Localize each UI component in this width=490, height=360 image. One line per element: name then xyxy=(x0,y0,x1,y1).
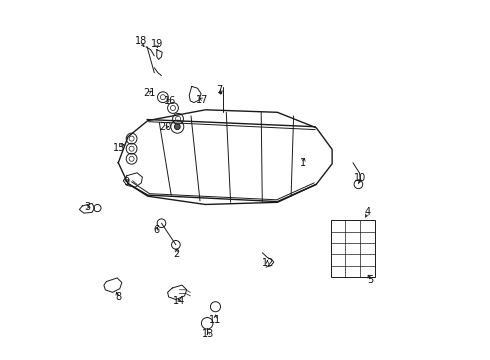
Text: 2: 2 xyxy=(173,249,180,259)
Text: 17: 17 xyxy=(196,95,209,105)
Text: 12: 12 xyxy=(262,258,274,268)
Text: 11: 11 xyxy=(209,315,221,325)
Text: 19: 19 xyxy=(151,39,163,49)
Text: 13: 13 xyxy=(202,329,215,339)
Text: 16: 16 xyxy=(164,96,176,106)
Text: 20: 20 xyxy=(160,122,172,132)
Text: 4: 4 xyxy=(365,207,370,217)
Text: 5: 5 xyxy=(367,275,373,285)
Text: 15: 15 xyxy=(113,143,125,153)
Text: 18: 18 xyxy=(135,36,147,46)
Text: 7: 7 xyxy=(217,85,223,95)
Text: 6: 6 xyxy=(154,225,160,235)
Text: 1: 1 xyxy=(299,158,306,168)
Text: 21: 21 xyxy=(144,88,156,98)
Circle shape xyxy=(174,124,180,130)
Text: 14: 14 xyxy=(173,296,186,306)
Text: 9: 9 xyxy=(124,177,130,187)
Text: 10: 10 xyxy=(354,173,367,183)
Text: 8: 8 xyxy=(115,292,122,302)
Bar xyxy=(331,220,374,277)
Text: 3: 3 xyxy=(84,202,90,212)
